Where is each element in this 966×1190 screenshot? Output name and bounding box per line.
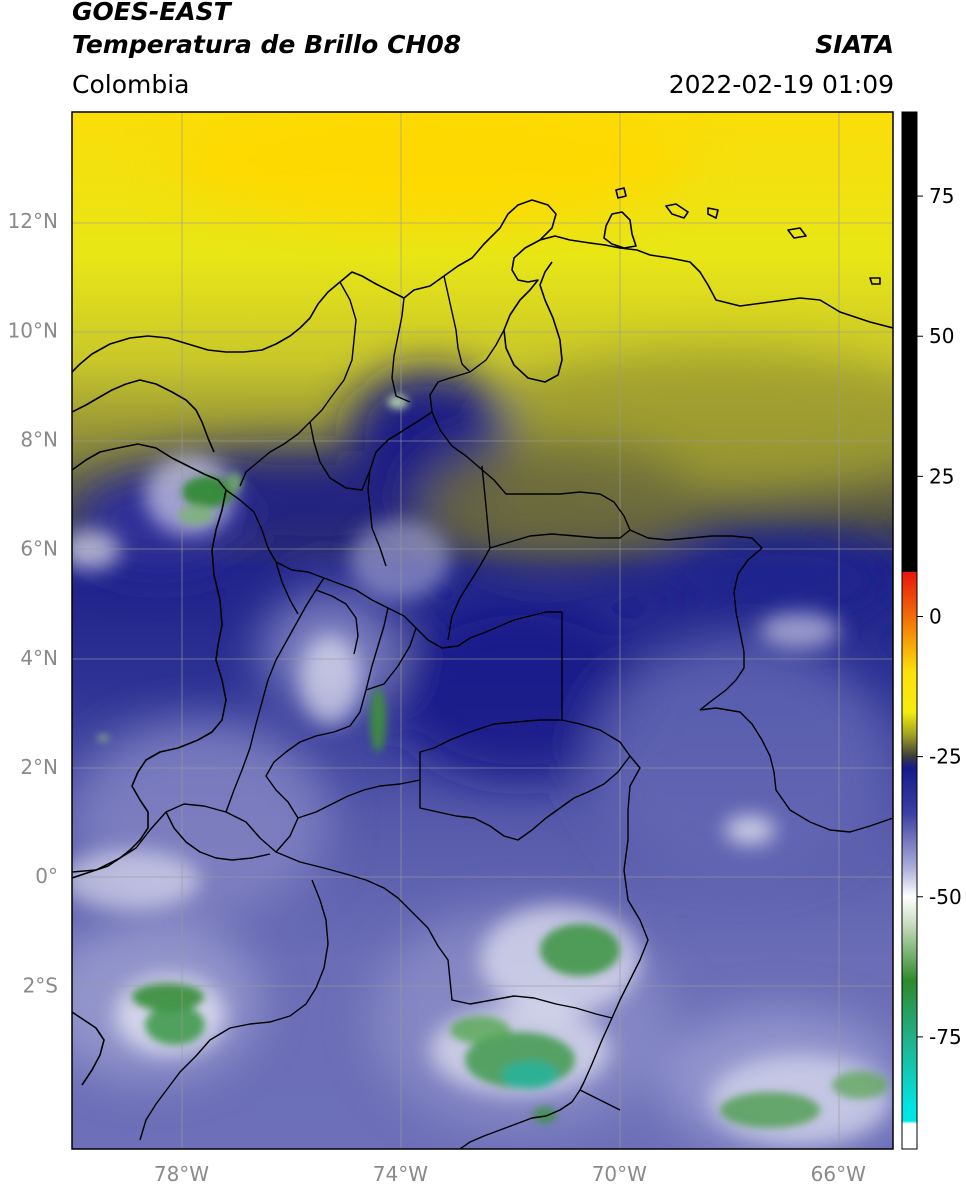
satellite-title: GOES-EAST <box>72 0 231 26</box>
region-label: Colombia <box>72 70 190 99</box>
colorbar-tick-label: 25 <box>929 464 954 488</box>
gridlines <box>72 112 893 1149</box>
longitude-labels: 78°W 74°W 70°W 66°W <box>154 1162 866 1186</box>
colorbar-tick-label: 75 <box>929 184 954 208</box>
longitude-label: 74°W <box>373 1162 428 1186</box>
colorbar-tick-label: -50 <box>929 885 962 909</box>
latitude-label: 8°N <box>20 427 58 451</box>
brightness-temperature-image <box>72 112 893 1149</box>
colorbar-tick-label: -25 <box>929 745 962 769</box>
product-title: Temperatura de Brillo CH08 <box>72 30 462 59</box>
colorbar: 75 50 25 0 -25 -50 -75 <box>901 111 962 1150</box>
latitude-label: 2°S <box>23 973 58 997</box>
timestamp-label: 2022-02-19 01:09 <box>668 70 894 99</box>
colorbar-ramp <box>902 112 917 1149</box>
colorbar-frame <box>901 111 918 1150</box>
coastlines <box>72 187 893 1086</box>
department-borders <box>72 275 893 1149</box>
latitude-label: 6°N <box>20 537 58 561</box>
map-frame <box>71 111 894 1150</box>
colorbar-tick-label: 50 <box>929 324 954 348</box>
longitude-label: 70°W <box>592 1162 647 1186</box>
latitude-label: 4°N <box>20 646 58 670</box>
latitude-label: 0° <box>35 864 58 888</box>
longitude-label: 66°W <box>811 1162 866 1186</box>
latitude-label: 2°N <box>20 755 58 779</box>
longitude-label: 78°W <box>154 1162 209 1186</box>
latitude-label: 10°N <box>8 318 58 342</box>
latitude-label: 12°N <box>8 209 58 233</box>
agency-label: SIATA <box>815 30 894 59</box>
colorbar-tick-label: 0 <box>929 604 942 628</box>
colorbar-tick-label: -75 <box>929 1025 962 1049</box>
latitude-labels: 12°N 10°N 8°N 6°N 4°N 2°N 0° 2°S <box>8 209 58 997</box>
